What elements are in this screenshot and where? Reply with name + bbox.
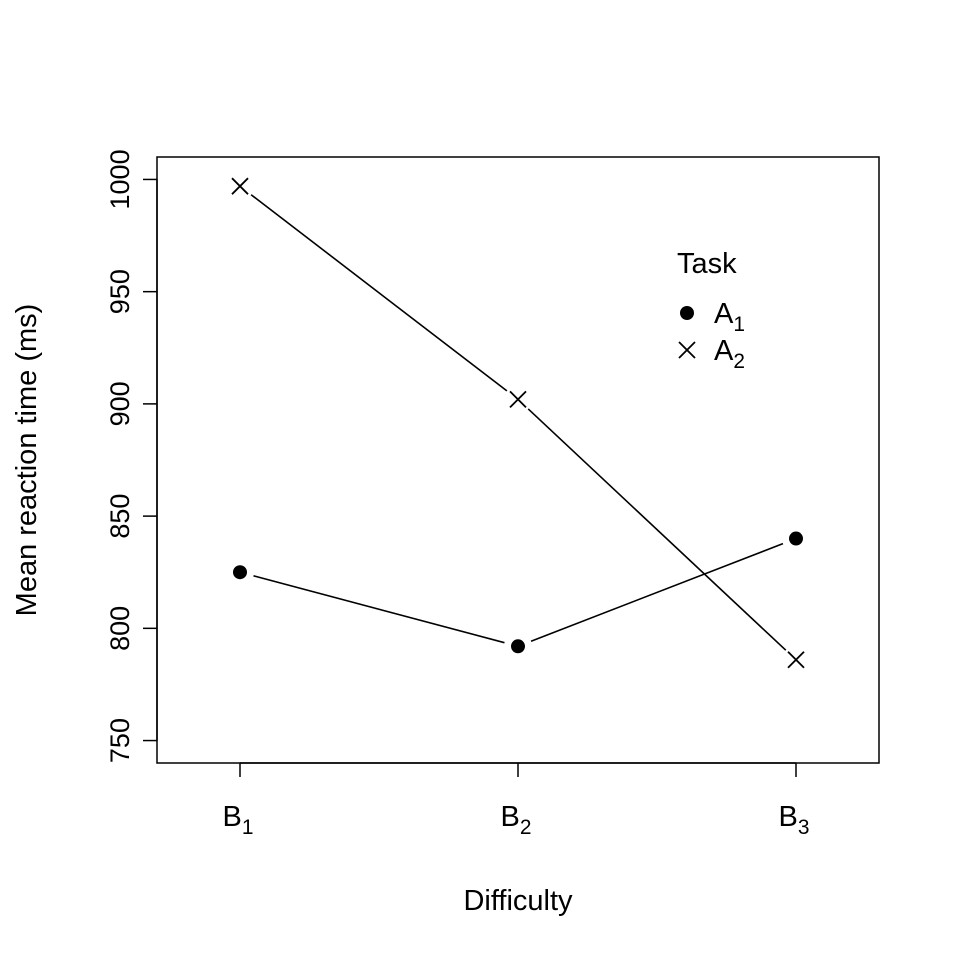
y-tick-label: 950 (105, 269, 135, 314)
series-line-segment (527, 408, 787, 651)
series-A1 (233, 531, 803, 654)
y-axis-label: Mean reaction time (ms) (11, 304, 43, 617)
series-line-segment (250, 194, 508, 392)
series-line-segment (530, 542, 784, 642)
circle-marker (233, 565, 247, 580)
series-group (231, 177, 805, 669)
cross-marker (509, 390, 527, 409)
x-axis: B1 B2 B3 (223, 762, 810, 839)
legend-cross-marker (678, 341, 696, 359)
series-line-segment (253, 575, 505, 644)
legend-entry-label: A2 (714, 335, 745, 373)
cross-marker (231, 177, 249, 195)
y-tick-label: 850 (105, 494, 135, 539)
cross-marker (787, 651, 805, 669)
legend-circle-marker (680, 306, 694, 320)
x-tick-label: B1 (223, 801, 254, 839)
circle-marker (789, 531, 803, 546)
legend-entry-label: A1 (714, 298, 745, 336)
circle-marker (511, 639, 525, 654)
y-axis: 750 800 850 900 950 1000 (105, 149, 158, 763)
plot-frame (156, 156, 880, 764)
series-A2 (231, 177, 805, 669)
y-tick-label: 750 (105, 718, 135, 763)
legend-title: Task (677, 248, 737, 280)
x-tick-label: B2 (501, 801, 532, 839)
y-tick-label: 800 (105, 606, 135, 651)
x-tick-label: B3 (779, 801, 810, 839)
y-tick-label: 1000 (105, 149, 135, 209)
x-axis-label: Difficulty (463, 885, 573, 917)
y-tick-label: 900 (105, 381, 135, 426)
